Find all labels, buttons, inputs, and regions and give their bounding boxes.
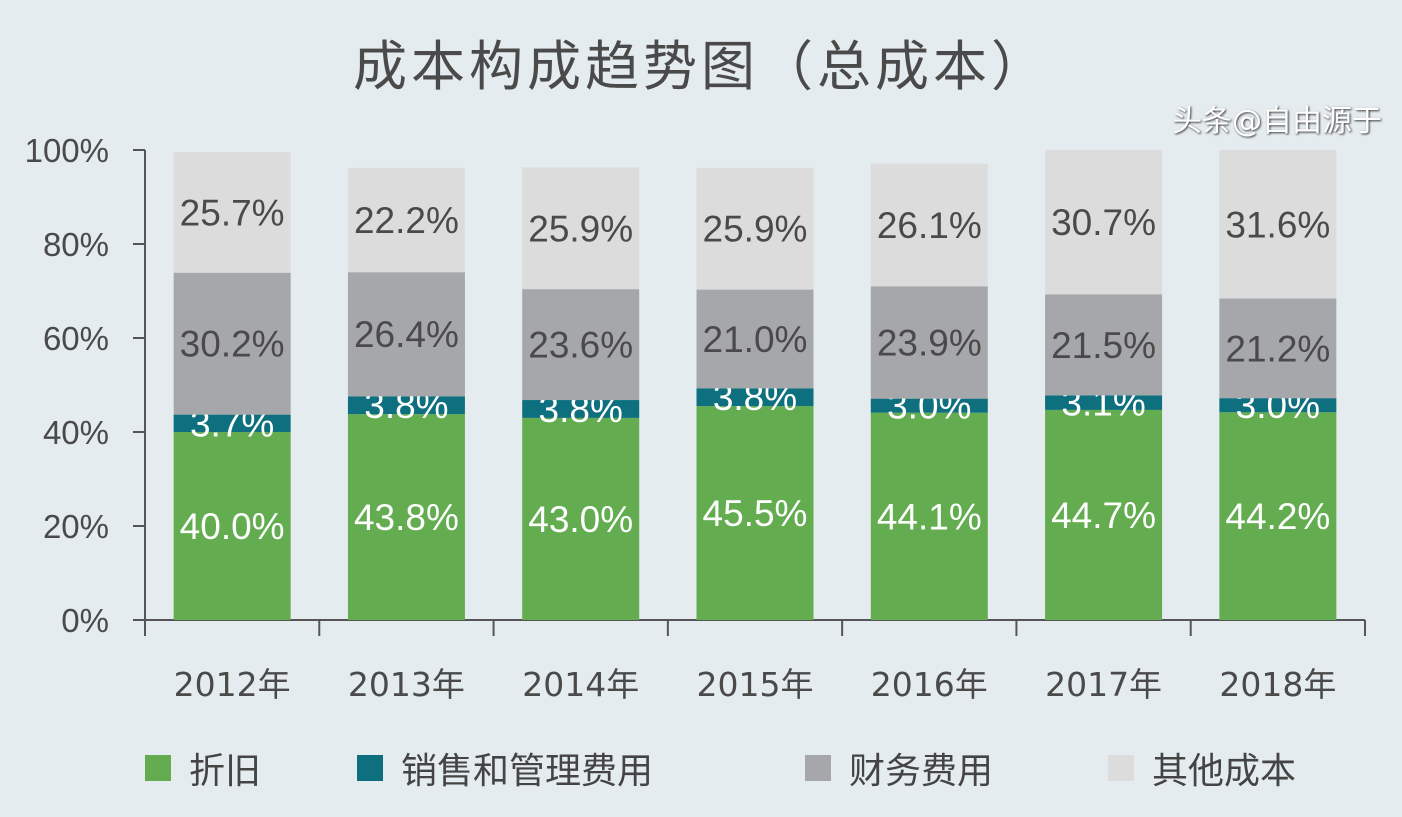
x-tick-label: 2015年 [697,665,814,704]
bar-segment [173,151,291,273]
bar-segment [1045,395,1163,410]
legend-item-finance: 财务费用 [805,742,993,794]
x-tick-label: 2017年 [1045,665,1162,704]
data-label: 31.6% [1225,204,1330,245]
data-label: 25.9% [528,208,633,249]
data-label: 23.9% [877,322,982,363]
bar-segment [696,406,814,620]
legend-label: 其他成本 [1152,751,1297,792]
x-tick-label: 2016年 [871,665,988,704]
data-label: 44.7% [1051,495,1156,536]
bar-segment [1219,412,1337,620]
y-tick-label: 0% [61,602,109,639]
data-label: 40.0% [180,506,285,547]
data-label: 26.4% [354,314,459,355]
bar-segment [1045,409,1163,620]
legend-label: 折旧 [189,751,262,792]
bar-segment [1045,294,1163,396]
y-tick-label: 20% [43,508,109,545]
bar-segment [1045,150,1163,295]
y-tick-label: 80% [43,226,109,263]
legend-item-other: 其他成本 [1108,742,1296,794]
bar-segment [173,272,291,415]
bar-segment [522,417,640,620]
legend-label: 财务费用 [849,751,994,792]
bar-segment [347,414,465,620]
x-tick-label: 2013年 [348,665,465,704]
bar-segment [522,400,640,418]
bar-segment [696,289,814,389]
data-label: 43.0% [528,499,633,540]
legend-swatch [145,755,171,781]
bar-segment [347,167,465,273]
bar-segment [347,272,465,397]
data-label: 25.9% [703,209,808,250]
bar-segment [347,396,465,415]
data-label: 22.2% [354,200,459,241]
bar-segment [1219,298,1337,399]
x-tick-label: 2014年 [522,665,639,704]
bar-segment [1219,398,1337,413]
x-tick-label: 2012年 [174,665,291,704]
data-label: 30.2% [180,324,285,365]
y-tick-label: 100% [25,132,109,169]
chart-title: 成本构成趋势图（总成本） [353,35,1049,98]
data-label: 30.7% [1051,202,1156,243]
legend-label: 销售和管理费用 [401,751,654,792]
data-label: 25.7% [180,192,285,233]
x-tick-label: 2018年 [1219,665,1336,704]
bar-segment [870,412,988,620]
y-tick-label: 60% [43,320,109,357]
legend-swatch [357,755,383,781]
data-label: 45.5% [703,493,808,534]
legend-swatch [805,755,831,781]
bar-segment [696,167,814,290]
bar-segment [522,167,640,290]
data-label: 44.2% [1225,496,1330,537]
data-label: 44.1% [877,496,982,537]
bar-segment [522,289,640,401]
data-label: 21.2% [1225,328,1330,369]
bar-segment [870,398,988,413]
data-label: 23.6% [528,325,633,366]
legend-item-depreciation: 折旧 [145,742,261,794]
legend-item-sga: 销售和管理费用 [357,742,653,794]
legend-swatch [1108,755,1134,781]
data-label: 26.1% [877,205,982,246]
bar-segment [1219,150,1337,299]
watermark: 头条@自由源于 [1172,104,1382,139]
bar-segment [696,388,814,407]
bar-segment [870,163,988,287]
bar-segment [870,286,988,399]
bar-segment [173,432,291,620]
bar-segment [173,414,291,432]
data-label: 43.8% [354,497,459,538]
y-tick-label: 40% [43,414,109,451]
data-label: 21.0% [703,319,808,360]
data-label: 21.5% [1051,325,1156,366]
